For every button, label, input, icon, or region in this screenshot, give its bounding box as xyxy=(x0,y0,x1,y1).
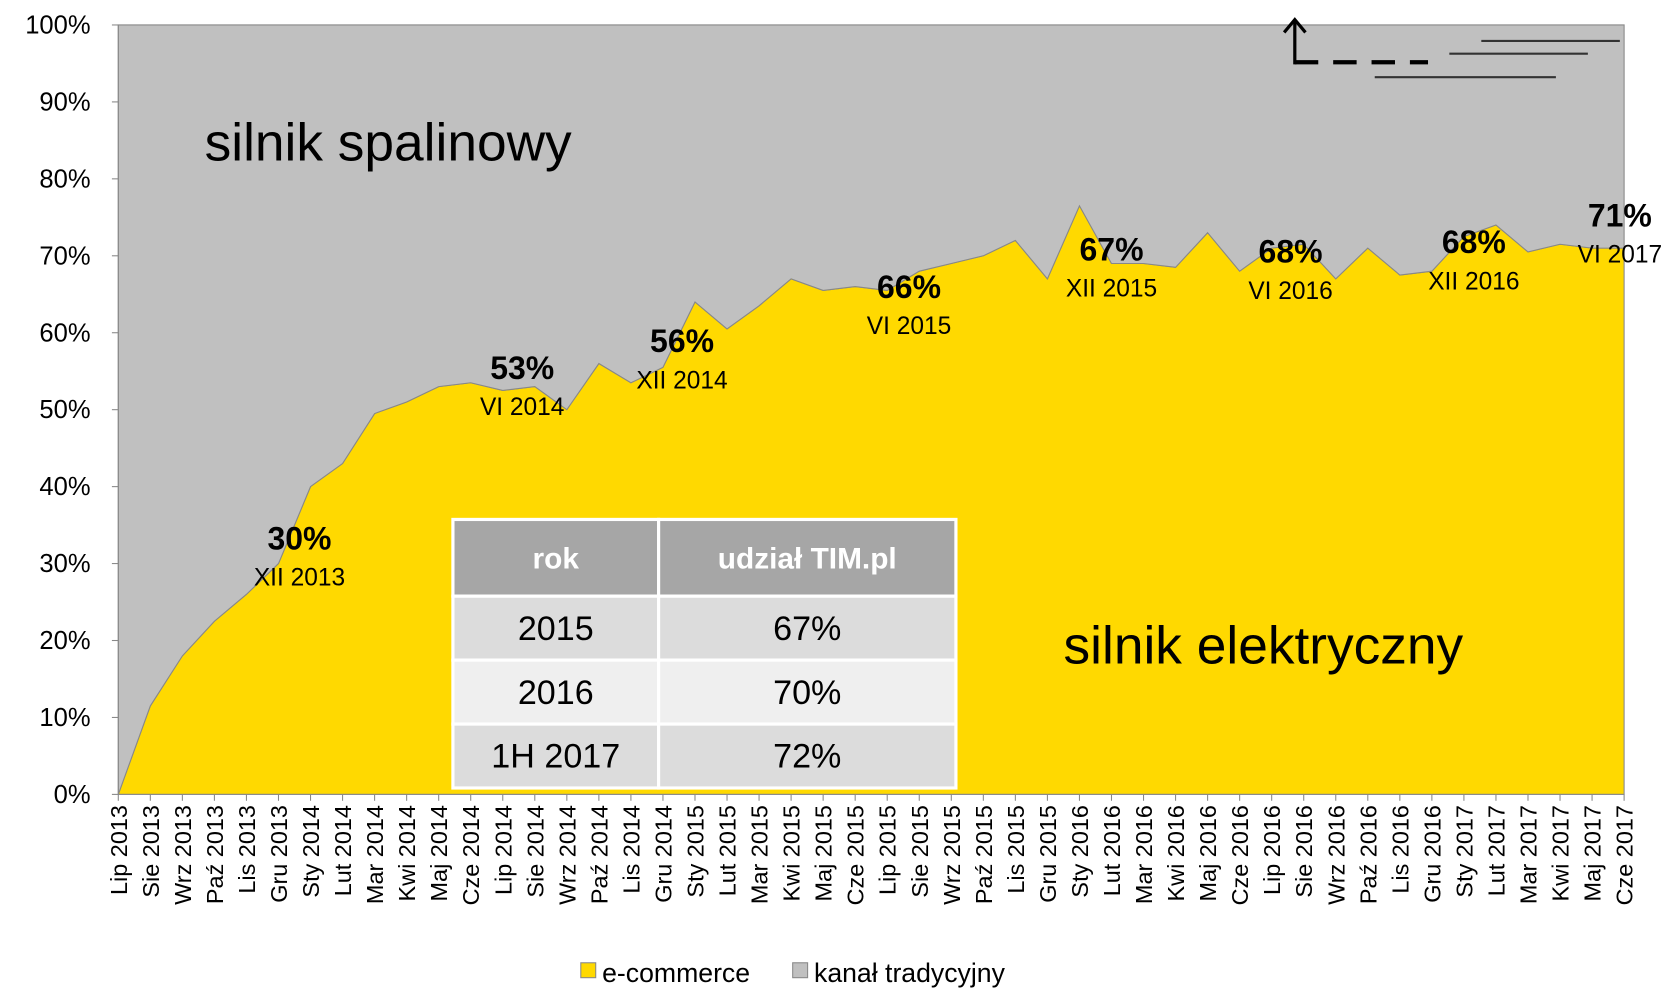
annotation-date: VI 2014 xyxy=(480,394,564,421)
annotation-value: 30% xyxy=(267,520,331,556)
x-tick-label: Lis 2015 xyxy=(1003,805,1029,894)
x-tick-label: Gru 2014 xyxy=(650,805,676,903)
y-tick-label: 50% xyxy=(39,396,90,424)
annotation-value: 53% xyxy=(490,350,554,386)
table-header: udział TIM.pl xyxy=(718,542,897,575)
x-tick-label: Cze 2017 xyxy=(1612,805,1638,905)
annotation-value: 68% xyxy=(1442,224,1506,260)
x-tick-label: Mar 2016 xyxy=(1131,805,1157,904)
y-tick-label: 10% xyxy=(39,704,90,732)
table-header-cell xyxy=(656,517,958,598)
annotation-date: VI 2017 xyxy=(1578,242,1662,269)
x-tick-label: Kwi 2015 xyxy=(779,805,805,901)
x-tick-label: Lip 2015 xyxy=(875,805,901,895)
x-tick-label: Sty 2016 xyxy=(1067,805,1093,898)
legend-swatch xyxy=(580,962,597,979)
x-tick-label: Lip 2014 xyxy=(490,805,516,895)
annotation-date: XII 2014 xyxy=(636,367,727,394)
y-tick-label: 90% xyxy=(39,88,90,116)
x-tick-label: Sty 2015 xyxy=(683,805,709,898)
x-tick-label: Sie 2014 xyxy=(522,805,548,898)
annotation-value: 56% xyxy=(650,323,714,359)
y-tick-label: 100% xyxy=(25,11,90,39)
area-label: silnik elektryczny xyxy=(1064,616,1464,675)
x-tick-label: Mar 2014 xyxy=(362,805,388,904)
x-tick-label: Lip 2013 xyxy=(106,805,132,895)
x-tick-label: Sty 2017 xyxy=(1451,805,1477,898)
x-tick-label: Wrz 2014 xyxy=(554,805,580,905)
x-tick-label: Lut 2016 xyxy=(1099,805,1125,896)
annotation-date: XII 2013 xyxy=(254,565,345,592)
annotation-date: VI 2015 xyxy=(867,313,951,340)
y-tick-label: 0% xyxy=(54,781,91,809)
annotation-value: 71% xyxy=(1588,197,1652,233)
table-cell xyxy=(451,594,661,662)
legend-label: e-commerce xyxy=(602,958,750,988)
x-tick-label: Cze 2014 xyxy=(458,805,484,905)
area xyxy=(117,24,1625,795)
x-tick-label: Wrz 2015 xyxy=(939,805,965,905)
table-cell-text: 70% xyxy=(773,674,841,712)
decoration xyxy=(1374,39,1620,79)
x-tick-label: Lis 2013 xyxy=(234,805,260,894)
x-tick-label: Lut 2014 xyxy=(330,805,356,896)
table-cell xyxy=(656,722,958,790)
y-tick-label: 30% xyxy=(39,550,90,578)
area-label: silnik spalinowy xyxy=(205,113,572,172)
x-tick-label: Mar 2015 xyxy=(747,805,773,904)
x-tick-label: Paź 2016 xyxy=(1355,805,1381,904)
annotation-date: XII 2015 xyxy=(1066,276,1157,303)
x-tick-label: Sie 2015 xyxy=(907,805,933,898)
x-tick-label: Sie 2013 xyxy=(138,805,164,898)
y-tick-label: 20% xyxy=(39,627,90,655)
x-tick-label: Lut 2017 xyxy=(1483,805,1509,896)
x-tick-label: Lis 2014 xyxy=(618,805,644,894)
table-cell xyxy=(451,722,661,790)
x-tick-label: Maj 2014 xyxy=(426,805,452,901)
x-tick-label: Wrz 2013 xyxy=(170,805,196,905)
x-tick-label: Sie 2016 xyxy=(1291,805,1317,898)
y-tick-label: 40% xyxy=(39,473,90,501)
annotation-date: XII 2016 xyxy=(1428,268,1519,295)
x-tick-label: Lis 2016 xyxy=(1387,805,1413,894)
x-tick-label: Gru 2013 xyxy=(266,805,292,903)
x-tick-label: Cze 2016 xyxy=(1227,805,1253,905)
x-tick-label: Gru 2016 xyxy=(1419,805,1445,903)
annotation-date: VI 2016 xyxy=(1248,278,1332,305)
annotation-value: 66% xyxy=(877,269,941,305)
x-tick-label: Kwi 2016 xyxy=(1163,805,1189,901)
table-cell-text: 2015 xyxy=(518,610,594,648)
table-header: rok xyxy=(533,542,580,575)
x-tick-label: Lip 2016 xyxy=(1259,805,1285,895)
x-tick-label: Paź 2015 xyxy=(971,805,997,904)
x-tick-label: Lut 2015 xyxy=(715,805,741,896)
table-cell-text: 72% xyxy=(773,738,841,776)
table-cell-text: 2016 xyxy=(518,674,594,712)
y-tick-label: 70% xyxy=(39,242,90,270)
x-tick-label: Paź 2013 xyxy=(202,805,228,904)
annotation-value: 67% xyxy=(1080,231,1144,267)
annotation-value: 68% xyxy=(1259,234,1323,270)
decoration xyxy=(1282,17,1307,65)
x-tick-label: Maj 2017 xyxy=(1580,805,1606,901)
x-tick-label: Sty 2014 xyxy=(298,805,324,898)
x-tick-label: Kwi 2014 xyxy=(394,805,420,901)
x-tick-label: Gru 2015 xyxy=(1035,805,1061,903)
table-cell-text: 67% xyxy=(773,610,841,648)
x-tick-label: Cze 2015 xyxy=(843,805,869,905)
x-tick-label: Maj 2016 xyxy=(1195,805,1221,901)
x-tick-label: Mar 2017 xyxy=(1516,805,1542,904)
x-tick-label: Paź 2014 xyxy=(586,805,612,904)
y-tick-label: 60% xyxy=(39,319,90,347)
legend-swatch xyxy=(792,962,809,979)
legend-label: kanał tradycyjny xyxy=(814,958,1006,988)
table-cell-text: 1H 2017 xyxy=(491,738,620,776)
x-tick-label: Kwi 2017 xyxy=(1548,805,1574,901)
x-tick-label: Wrz 2016 xyxy=(1323,805,1349,905)
y-tick-label: 80% xyxy=(39,165,90,193)
x-tick-label: Maj 2015 xyxy=(811,805,837,901)
